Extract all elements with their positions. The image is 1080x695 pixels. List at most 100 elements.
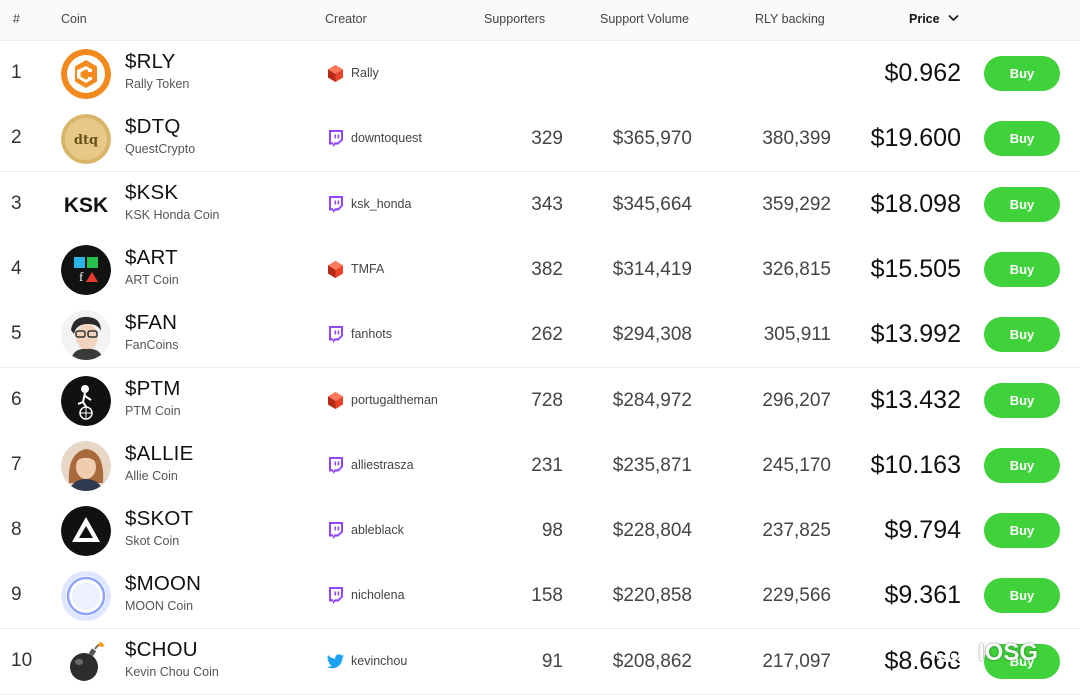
coin-name: FanCoins	[125, 338, 179, 353]
coin-symbol[interactable]: $RLY	[125, 50, 176, 73]
creator-link[interactable]: ableblack	[351, 523, 404, 538]
table-row[interactable]: 1 $RLY Rally Token Rally $0.962 Buy	[0, 41, 1080, 107]
rly-backing: 359,292	[762, 193, 831, 215]
coin-symbol[interactable]: $CHOU	[125, 637, 198, 661]
chevron-down-icon[interactable]	[948, 11, 959, 25]
table-row[interactable]: 10 $CHOU Kevin Chou Coin kevinchou 91 $208,86…	[0, 628, 1080, 695]
svg-text:f: f	[79, 269, 84, 284]
creator-link[interactable]: portugaltheman	[351, 392, 438, 407]
rally-icon	[326, 260, 345, 279]
coin-symbol[interactable]: $MOON	[125, 572, 202, 596]
buy-button[interactable]: Buy	[984, 578, 1060, 614]
rank-number: 2	[11, 127, 22, 149]
creator-link[interactable]: TMFA	[351, 261, 385, 276]
rly-backing: 326,815	[762, 258, 831, 280]
creator-link[interactable]: fanhots	[351, 327, 393, 342]
rank-number: 4	[11, 257, 22, 279]
coin-symbol[interactable]: $FAN	[125, 311, 178, 335]
support-volume: $220,858	[612, 585, 692, 607]
table-row[interactable]: 6 $PTM PTM Coin portugaltheman 728 $284,972 29…	[0, 367, 1080, 434]
table-row[interactable]: 9 $MOON MOON Coin nicholena 158 $220,858 229,5…	[0, 563, 1080, 630]
rank-number: 8	[11, 519, 22, 541]
creator-link[interactable]: nicholena	[351, 588, 405, 603]
support-volume: $345,664	[612, 193, 692, 215]
buy-button[interactable]: Buy	[984, 382, 1060, 418]
art-logo-icon[interactable]: f	[61, 244, 111, 295]
coin-name: ART Coin	[125, 272, 179, 287]
dtq-logo-icon[interactable]: dtq	[61, 114, 111, 165]
creator-link[interactable]: downtoquest	[351, 131, 422, 146]
moon-logo-icon[interactable]	[61, 571, 111, 622]
table-row[interactable]: 4 f $ART ART Coin TMFA 382 $314,419 326,815 $15.…	[0, 236, 1080, 303]
twitch-icon	[326, 325, 345, 344]
creator-link[interactable]: kevinchou	[351, 653, 408, 668]
wechat-icon	[935, 640, 970, 665]
buy-button[interactable]: Buy	[984, 447, 1060, 483]
coin-name: PTM Coin	[125, 403, 181, 418]
buy-button[interactable]: Buy	[984, 251, 1060, 287]
coin-name: QuestCrypto	[125, 142, 196, 157]
price: $9.361	[884, 581, 961, 610]
supporters-count: 728	[531, 389, 563, 411]
coin-name: Allie Coin	[125, 468, 178, 483]
supporters-count: 329	[531, 128, 563, 150]
coin-name: MOON Coin	[125, 599, 194, 614]
buy-button[interactable]: Buy	[984, 513, 1060, 549]
buy-button[interactable]: Buy	[984, 317, 1060, 353]
header-rank: #	[13, 12, 20, 26]
twitter-icon	[326, 652, 345, 671]
table-row[interactable]: 7 $ALLIE Allie Coin alliestrasza 231 $235,871…	[0, 432, 1080, 499]
chou-logo-icon[interactable]	[61, 636, 111, 687]
price: $0.962	[884, 59, 961, 87]
rally-logo-icon[interactable]	[61, 49, 111, 99]
rly-backing: 245,170	[762, 454, 831, 476]
creator-link[interactable]: alliestrasza	[351, 457, 414, 472]
fan-photo-icon[interactable]	[61, 310, 111, 361]
skot-logo-icon[interactable]	[61, 506, 111, 557]
ptm-logo-icon[interactable]	[61, 375, 111, 426]
creator-link[interactable]: Rally	[351, 66, 379, 80]
supporters-count: 343	[531, 193, 563, 215]
rly-backing: 296,207	[762, 389, 831, 411]
allie-photo-icon[interactable]	[61, 440, 111, 491]
ksk-logo-icon[interactable]: KSK	[61, 179, 111, 230]
coin-symbol[interactable]: $SKOT	[125, 507, 194, 531]
coin-symbol[interactable]: $KSK	[125, 180, 179, 204]
price: $10.163	[870, 450, 961, 479]
rank-number: 7	[11, 453, 22, 475]
header-support-volume[interactable]: Support Volume	[600, 12, 689, 26]
support-volume: $208,862	[612, 650, 692, 672]
header-coin[interactable]: Coin	[61, 12, 87, 26]
table-row[interactable]: 2 dtq $DTQ QuestCrypto downtoquest 329 $365,97…	[0, 106, 1080, 173]
buy-button[interactable]: Buy	[984, 643, 1060, 679]
buy-button[interactable]: Buy	[984, 186, 1060, 222]
coin-symbol[interactable]: $ART	[125, 245, 178, 269]
coin-symbol[interactable]: $DTQ	[125, 115, 181, 139]
rally-icon	[326, 391, 345, 410]
coin-symbol[interactable]: $PTM	[125, 376, 181, 400]
buy-button[interactable]: Buy	[984, 121, 1060, 157]
rank-number: 6	[11, 388, 22, 410]
rly-backing: 237,825	[762, 520, 831, 542]
table-row[interactable]: 5 $FAN FanCoins fanhots 262 $294,308 305,911 $1…	[0, 302, 1080, 369]
rly-backing: 217,097	[762, 650, 831, 672]
price: $15.505	[870, 254, 961, 283]
buy-button[interactable]: Buy	[984, 56, 1060, 91]
rank-number: 9	[11, 584, 22, 606]
supporters-count: 262	[531, 324, 563, 346]
creator-link[interactable]: ksk_honda	[351, 196, 412, 211]
price: $13.432	[870, 385, 961, 414]
table-row[interactable]: 3 KSK $KSK KSK Honda Coin ksk_honda 343 $345,6…	[0, 171, 1080, 238]
supporters-count: 382	[531, 258, 563, 280]
header-price[interactable]: Price	[909, 12, 940, 26]
coin-symbol[interactable]: $ALLIE	[125, 441, 194, 465]
price: $9.794	[884, 516, 961, 545]
header-creator[interactable]: Creator	[325, 12, 367, 26]
support-volume: $284,972	[612, 389, 692, 411]
rally-icon	[326, 64, 345, 83]
header-supporters[interactable]: Supporters	[484, 12, 546, 26]
support-volume: $228,804	[612, 520, 692, 542]
rly-backing: 380,399	[762, 128, 831, 150]
table-row[interactable]: 8 $SKOT Skot Coin ableblack 98 $228,804 237,82…	[0, 498, 1080, 565]
header-rly-backing[interactable]: RLY backing	[755, 12, 825, 26]
